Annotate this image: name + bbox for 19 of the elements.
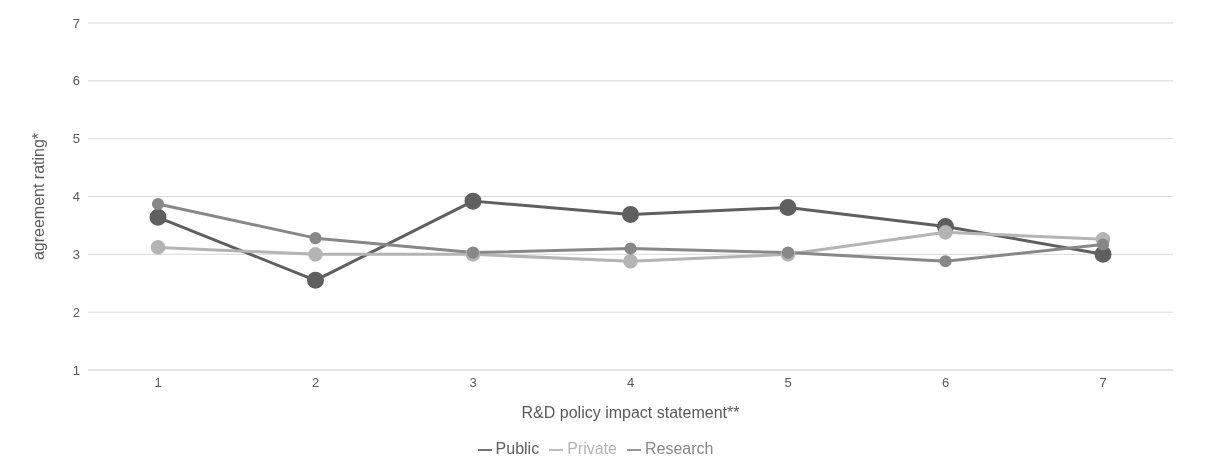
y-tick-label: 6	[72, 73, 80, 89]
x-tick-label: 4	[626, 375, 635, 391]
legend-label: Private	[567, 440, 617, 457]
y-tick-label: 5	[72, 131, 80, 147]
legend-label: Public	[495, 440, 540, 457]
y-axis-title: agreement rating*	[29, 132, 47, 261]
x-tick-label: 5	[784, 375, 792, 391]
y-tick-label: 2	[72, 304, 80, 320]
x-tick-label: 2	[311, 375, 320, 391]
y-tick-label: 3	[72, 246, 80, 262]
x-tick-label: 1	[154, 375, 162, 391]
x-axis-title: R&D policy impact statement**	[521, 404, 740, 421]
y-tick-label: 1	[72, 362, 80, 378]
x-tick-label: 6	[941, 375, 950, 391]
y-tick-label: 7	[72, 15, 80, 31]
x-tick-label: 7	[1099, 375, 1107, 391]
legend-label: Research	[644, 440, 714, 457]
y-tick-label: 4	[72, 189, 80, 205]
x-tick-label: 3	[469, 375, 477, 391]
